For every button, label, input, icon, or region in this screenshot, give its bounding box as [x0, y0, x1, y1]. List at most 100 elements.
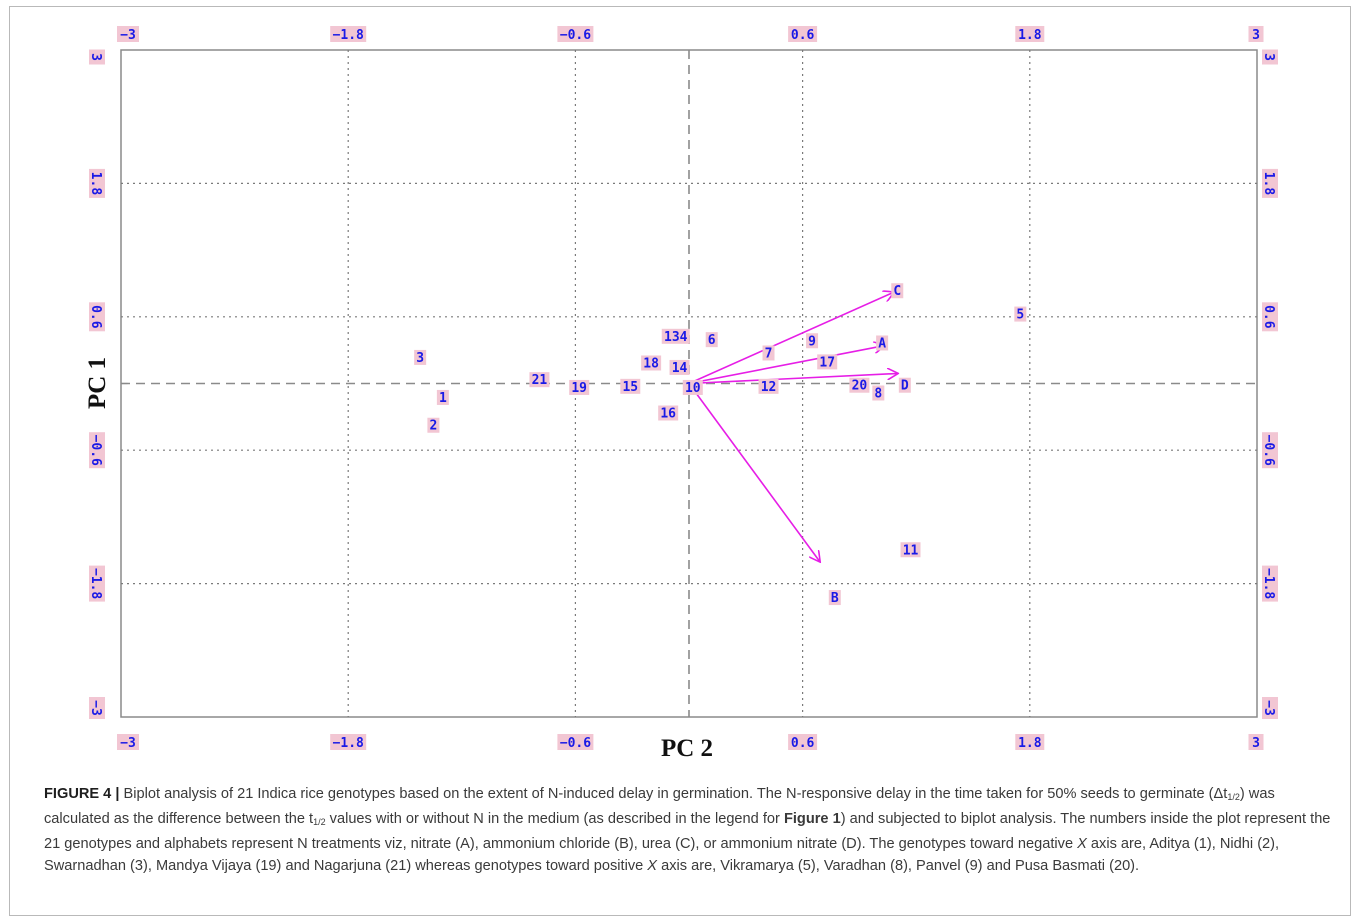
y-tick-label-left: 3: [88, 53, 103, 61]
caption-text-6: axis are, Vikramarya (5), Varadhan (8), …: [657, 858, 1140, 874]
genotype-label: 8: [874, 387, 882, 402]
genotype-label-bg: [762, 345, 775, 361]
x-tick-label-bottom-group: −1.8: [330, 734, 367, 751]
genotype-label-bg: [414, 349, 427, 365]
genotype-label-bg: [806, 333, 819, 349]
figure-frame: [9, 6, 1351, 916]
y-tick-label-left-bg: [89, 49, 105, 65]
genotype-label-bg: [758, 378, 779, 394]
treatment-label-bg: [876, 335, 889, 351]
y-tick-label-right: −1.8: [1261, 568, 1276, 599]
y-tick-label-left-group: 1.8: [88, 168, 105, 198]
x-tick-label-bottom: 3: [1252, 736, 1260, 751]
genotype-label-bg: [900, 542, 921, 558]
y-tick-label-left: −0.6: [88, 435, 103, 466]
y-tick-label-right-group: −0.6: [1261, 432, 1278, 469]
y-axis-label: PC 1: [84, 357, 111, 409]
treatment-label: A: [878, 336, 886, 351]
y-tick-label-right: 3: [1261, 53, 1276, 61]
x-tick-label-top-bg: [117, 26, 139, 42]
y-tick-label-right-group: −1.8: [1261, 565, 1278, 602]
x-tick-label-bottom-bg: [117, 734, 139, 750]
genotype-label: 10: [685, 381, 701, 396]
x-tick-label-top-bg: [788, 26, 818, 42]
vector-arrow-A: [688, 346, 884, 385]
vector-arrow-C: [688, 292, 893, 385]
genotype-label-bg: [641, 355, 662, 371]
y-tick-label-left-bg: [89, 302, 105, 332]
genotype-label: 3: [416, 351, 424, 366]
x-tick-label-top-group: −3: [117, 26, 139, 43]
caption-text-4: ) and subjected to biplot analysis. The …: [44, 811, 1331, 852]
x-tick-label-bottom-group: 0.6: [788, 734, 818, 751]
caption-delta: Δt: [1213, 786, 1228, 802]
treatment-label-bg: [898, 377, 911, 393]
genotype-label-bg: [661, 328, 690, 344]
genotype-label-bg: [427, 417, 440, 433]
y-tick-label-right-bg: [1262, 49, 1278, 65]
genotype-label: 1: [439, 391, 447, 406]
caption-sub-2: 1/2: [313, 817, 326, 827]
genotype-label: 15: [622, 380, 638, 395]
treatment-label: B: [831, 591, 839, 606]
x-tick-label-bottom-bg: [330, 734, 367, 750]
genotype-label: 9: [808, 334, 816, 349]
y-tick-label-left-group: −0.6: [88, 432, 105, 469]
genotype-label: 11: [903, 543, 919, 558]
y-tick-label-left-bg: [89, 168, 105, 198]
treatment-label-bg: [891, 283, 904, 299]
genotype-label: 12: [761, 380, 777, 395]
y-tick-label-right-bg: [1262, 168, 1278, 198]
x-tick-label-bottom: −3: [120, 736, 136, 751]
x-tick-label-top-group: 0.6: [788, 26, 818, 43]
genotype-label-bg: [682, 379, 703, 395]
x-tick-label-top-bg: [1248, 26, 1264, 42]
caption-text-5: axis are, Aditya (1), Nidhi (2), Swarnad…: [44, 836, 1280, 874]
y-tick-label-left-group: −1.8: [88, 565, 105, 602]
x-tick-label-bottom-bg: [1248, 734, 1264, 750]
x-tick-label-bottom-group: −0.6: [557, 734, 594, 751]
y-tick-label-left: −3: [88, 700, 103, 716]
genotype-label-bg: [872, 385, 885, 401]
tick-labels: −3 −3 −1.8 −1.8 −0.6 −0.6 0.6 0.6 1.8 1.8 3 3 3 3 1.8 1…: [88, 26, 1278, 751]
caption-label: FIGURE 4 |: [44, 786, 120, 802]
genotype-label-bg: [1014, 306, 1027, 322]
x-tick-label-bottom-group: −3: [117, 734, 139, 751]
genotype-label: 2: [429, 419, 437, 434]
genotype-label-bg: [658, 405, 679, 421]
treatment-label: C: [893, 284, 901, 299]
y-tick-label-right-bg: [1262, 697, 1278, 719]
y-tick-label-right-bg: [1262, 565, 1278, 602]
genotype-label: 134: [664, 330, 688, 345]
genotype-label: 18: [643, 356, 659, 371]
x-tick-label-bottom-bg: [1015, 734, 1045, 750]
caption-figure-ref[interactable]: Figure 1: [783, 811, 841, 827]
genotype-label: 14: [672, 361, 688, 376]
genotype-label-bg: [529, 372, 550, 388]
treatment-vectors: [688, 292, 897, 561]
caption-text-3: values with or without N in the medium (…: [325, 811, 784, 827]
genotype-label: 17: [819, 355, 835, 370]
y-tick-label-right: 1.8: [1261, 172, 1276, 196]
genotype-label: 5: [1016, 308, 1024, 323]
genotype-label: 7: [765, 346, 773, 361]
genotype-label-bg: [817, 354, 838, 370]
y-tick-label-right-group: 3: [1261, 49, 1278, 65]
figure-caption: FIGURE 4 | Biplot analysis of 21 Indica …: [44, 783, 1334, 877]
treatment-label: D: [901, 379, 909, 394]
x-tick-label-bottom-bg: [788, 734, 818, 750]
treatment-label-bg: [828, 590, 841, 606]
x-tick-label-top-bg: [330, 26, 367, 42]
y-tick-label-left-group: −3: [88, 697, 105, 719]
genotype-label-bg: [705, 332, 718, 348]
x-tick-label-bottom: −1.8: [333, 736, 364, 751]
y-tick-label-left: 1.8: [88, 172, 103, 196]
y-tick-label-right: −0.6: [1261, 435, 1276, 466]
biplot-chart: −3 −3 −1.8 −1.8 −0.6 −0.6 0.6 0.6 1.8 1.8 3 3 3 3 1.8 1…: [84, 26, 1278, 762]
x-tick-label-top-group: −1.8: [330, 26, 367, 43]
caption-text-2: ) was calculated as the difference betwe…: [44, 786, 1275, 827]
x-tick-label-bottom-group: 3: [1248, 734, 1264, 751]
x-tick-label-top: 3: [1252, 28, 1260, 43]
x-tick-label-top-group: 1.8: [1015, 26, 1045, 43]
